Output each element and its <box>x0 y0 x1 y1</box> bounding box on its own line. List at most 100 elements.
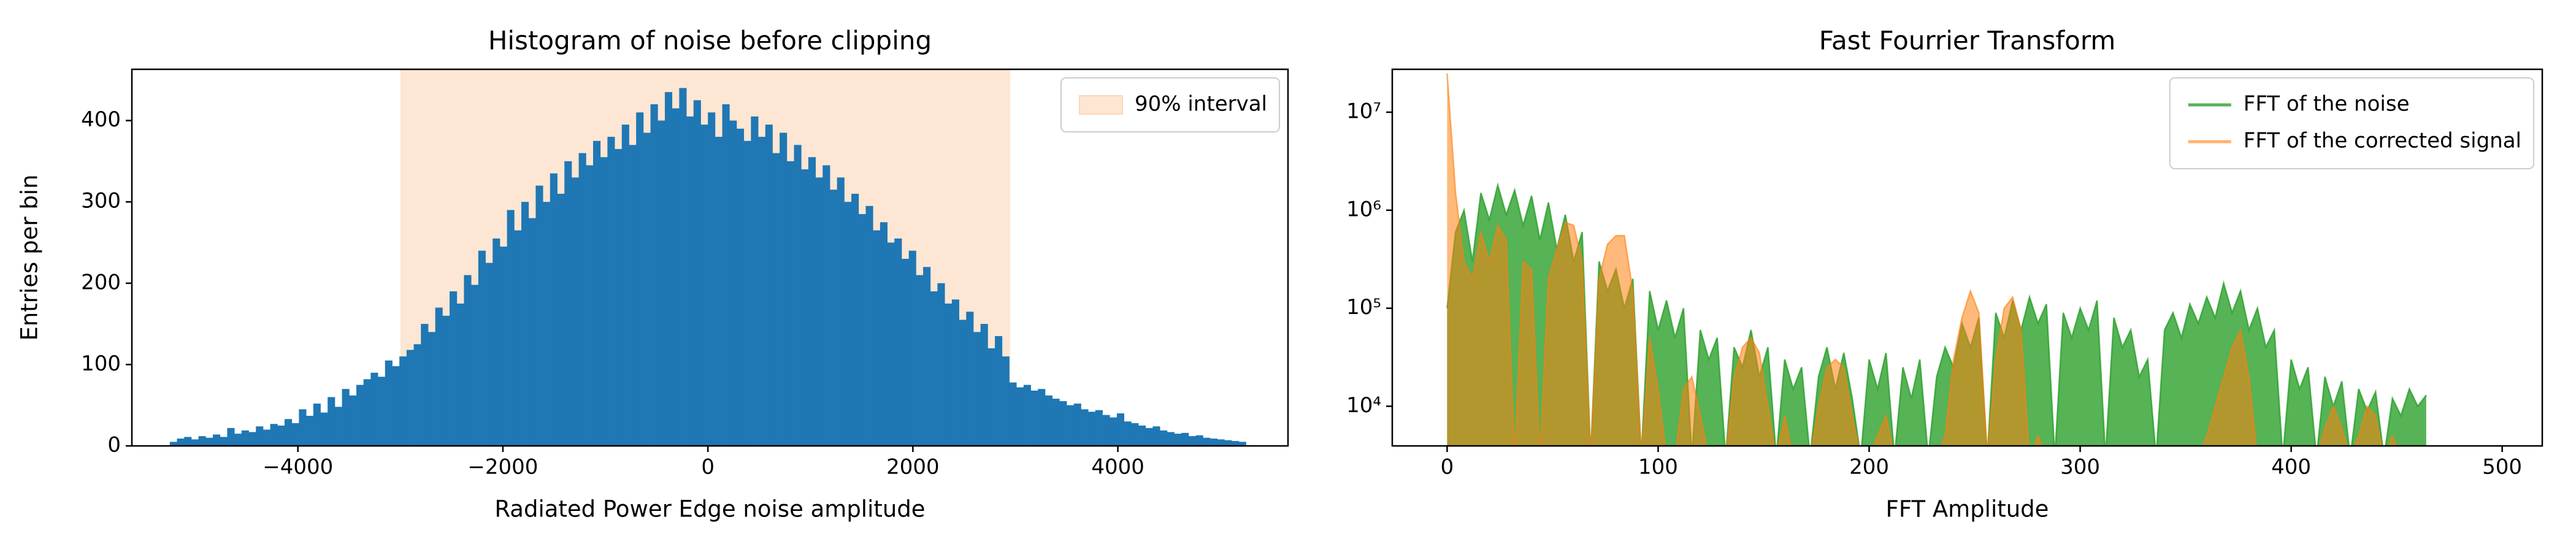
bar <box>1167 432 1175 446</box>
bar <box>284 419 293 446</box>
bar <box>450 291 458 446</box>
x-tick-label: 100 <box>1638 455 1678 480</box>
bar <box>356 385 364 446</box>
legend-box <box>1060 77 1280 132</box>
axes-frame <box>131 68 1289 447</box>
bar <box>1081 409 1089 446</box>
bar <box>908 250 916 446</box>
bar <box>937 283 945 446</box>
bar <box>765 125 773 446</box>
bar <box>256 426 264 446</box>
chart-title: Histogram of noise before clipping <box>488 26 932 56</box>
bar <box>887 242 895 446</box>
bar <box>299 409 307 446</box>
bar <box>657 120 665 446</box>
bar <box>751 116 759 446</box>
x-tick-label: 400 <box>2271 455 2311 480</box>
bar <box>191 439 199 446</box>
bar <box>493 238 500 446</box>
bar <box>557 193 565 446</box>
bar <box>815 177 823 446</box>
bar <box>1152 426 1160 446</box>
bar <box>736 128 745 446</box>
legend-box <box>2169 77 2534 169</box>
bar <box>951 299 959 446</box>
bar <box>1116 413 1125 446</box>
bar <box>772 153 780 446</box>
bar <box>399 356 407 446</box>
bar <box>1238 442 1246 446</box>
bar <box>385 360 393 446</box>
bar <box>342 389 350 446</box>
bar <box>334 407 342 446</box>
x-tick-label: −2000 <box>467 455 538 480</box>
bar <box>837 177 845 446</box>
bar <box>1110 417 1117 446</box>
y-tick-label: 400 <box>81 107 121 132</box>
bar <box>722 104 730 446</box>
y-tick-label: 10⁷ <box>1346 99 1381 123</box>
bar <box>1131 423 1139 446</box>
x-tick-label: 200 <box>1849 455 1889 480</box>
x-tick-label: 500 <box>2482 455 2522 480</box>
bar <box>1188 436 1197 446</box>
bar <box>880 222 888 446</box>
x-tick-label: −4000 <box>263 455 333 480</box>
y-tick-label: 0 <box>107 433 121 458</box>
plot-area <box>169 69 1246 446</box>
bar <box>1095 410 1103 446</box>
bar <box>1124 421 1132 446</box>
bar <box>535 185 543 446</box>
bar <box>679 88 687 446</box>
y-tick-label: 300 <box>81 189 121 213</box>
bar <box>1232 441 1240 446</box>
bar <box>1181 432 1189 446</box>
bar <box>758 137 766 446</box>
bar <box>1067 405 1075 446</box>
series-area <box>1447 73 2426 446</box>
bar <box>198 436 206 446</box>
bar <box>220 437 228 446</box>
bar <box>1052 399 1060 446</box>
bar <box>485 263 493 446</box>
bar <box>586 165 594 446</box>
bar <box>291 423 299 446</box>
bar <box>636 112 644 446</box>
bar <box>177 439 185 446</box>
plot-area <box>1447 73 2494 446</box>
bar <box>1002 356 1010 446</box>
bar <box>987 348 995 446</box>
bar <box>263 429 270 446</box>
bar <box>715 137 723 446</box>
chart-title: Fast Fourrier Transform <box>1819 26 2116 56</box>
bar <box>729 120 737 446</box>
bar <box>664 92 673 446</box>
bar <box>392 366 400 446</box>
bar <box>564 161 572 446</box>
bar <box>592 140 601 446</box>
bar <box>615 148 623 446</box>
y-tick-label: 10⁵ <box>1346 295 1381 320</box>
bar <box>686 116 694 446</box>
bar <box>205 437 213 446</box>
x-tick-label: 0 <box>1441 455 1454 480</box>
bar <box>1038 389 1046 446</box>
bar <box>865 205 873 446</box>
bar <box>543 202 551 446</box>
bar <box>1145 427 1153 446</box>
bar <box>693 100 701 446</box>
bar <box>672 108 680 446</box>
bar <box>248 432 256 446</box>
x-axis-label: Radiated Power Edge noise amplitude <box>494 496 925 523</box>
bar <box>320 412 328 446</box>
bar <box>858 214 866 446</box>
bar <box>349 395 357 446</box>
bar <box>1203 437 1211 446</box>
x-tick-label: 4000 <box>1091 455 1144 480</box>
bar <box>600 157 608 446</box>
bar <box>780 132 788 446</box>
bar <box>1088 412 1096 446</box>
bar <box>629 145 637 446</box>
bar <box>413 344 421 446</box>
bar <box>973 332 981 446</box>
